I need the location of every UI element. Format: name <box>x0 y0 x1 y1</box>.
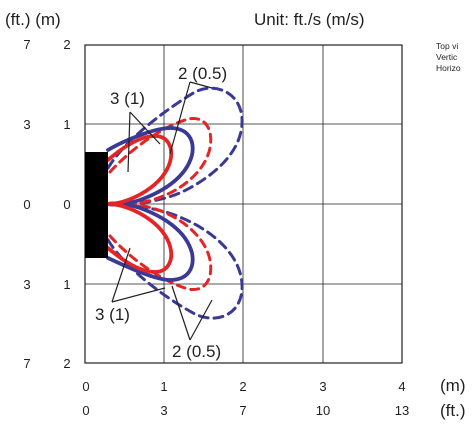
indoor-unit-block <box>85 152 108 258</box>
y-m-label: 2 <box>63 356 70 371</box>
grid <box>84 44 403 364</box>
y-ft-label: 3 <box>23 277 30 292</box>
callout-top-outer-line-1 <box>169 81 191 155</box>
red-outer-dashed-contours <box>108 117 213 291</box>
callout-top-outer-line-2 <box>189 81 213 89</box>
y-m-label: 1 <box>63 277 70 292</box>
blue-dashed-bottom <box>106 202 244 320</box>
x-ft-label: 0 <box>82 403 89 418</box>
blue-outer-dashed-contours <box>106 86 244 320</box>
y-ft-label: 3 <box>23 117 30 132</box>
red-dashed-top <box>108 117 213 206</box>
unit-right-label: Unit: ft./s (m/s) <box>254 10 365 29</box>
unit-left-label: (ft.) (m) <box>5 10 61 29</box>
blue-solid-bottom <box>106 201 195 282</box>
y-ft-label: 0 <box>23 197 30 212</box>
legend-line-2: Vertic <box>436 52 458 62</box>
x-m-unit-label: (m) <box>440 376 465 395</box>
x-ft-label: 3 <box>160 403 167 418</box>
callout-bottom-inner-line-1 <box>111 247 131 303</box>
callout-bottom-outer-line-2 <box>189 299 213 341</box>
y-m-label: 0 <box>63 197 70 212</box>
y-m-label: 2 <box>63 37 70 52</box>
callout-lines <box>111 81 213 341</box>
blue-inner-solid-contours <box>106 126 195 282</box>
red-solid-bottom <box>106 202 174 274</box>
y-m-label: 1 <box>63 117 70 132</box>
x-ft-label: 10 <box>316 403 330 418</box>
x-m-label: 0 <box>82 379 89 394</box>
x-axis-m-labels: 0 1 2 3 4 <box>82 379 405 394</box>
x-m-label: 2 <box>239 379 246 394</box>
callout-top-inner-line-2 <box>129 111 161 145</box>
red-dashed-bottom <box>108 202 213 291</box>
x-m-label: 3 <box>319 379 326 394</box>
legend-line-1: Top vi <box>436 41 458 51</box>
callout-bottom-inner-label: 3 (1) <box>95 305 130 324</box>
callout-top-inner-label: 3 (1) <box>110 89 145 108</box>
callout-bottom-outer-line-1 <box>171 285 191 341</box>
blue-dashed-top <box>106 86 244 206</box>
x-ft-unit-label: (ft.) <box>440 401 466 420</box>
callout-top-inner-line-1 <box>127 111 131 173</box>
x-m-label: 4 <box>398 379 405 394</box>
legend-line-3: Horizo <box>436 63 461 73</box>
x-ft-label: 13 <box>395 403 409 418</box>
x-axis-ft-labels: 0 3 7 10 13 <box>82 403 409 418</box>
y-axis-ft-labels: 7 3 0 3 7 <box>23 37 30 371</box>
y-ft-label: 7 <box>23 356 30 371</box>
callout-top-outer-label: 2 (0.5) <box>178 64 227 83</box>
callout-bottom-outer-label: 2 (0.5) <box>172 342 221 361</box>
callout-bottom-inner-line-2 <box>111 287 166 303</box>
y-ft-label: 7 <box>23 37 30 52</box>
y-axis-m-labels: 2 1 0 1 2 <box>63 37 70 371</box>
x-m-label: 1 <box>160 379 167 394</box>
blue-solid-top <box>106 126 195 207</box>
red-inner-solid-contours <box>106 134 174 274</box>
x-ft-label: 7 <box>239 403 246 418</box>
